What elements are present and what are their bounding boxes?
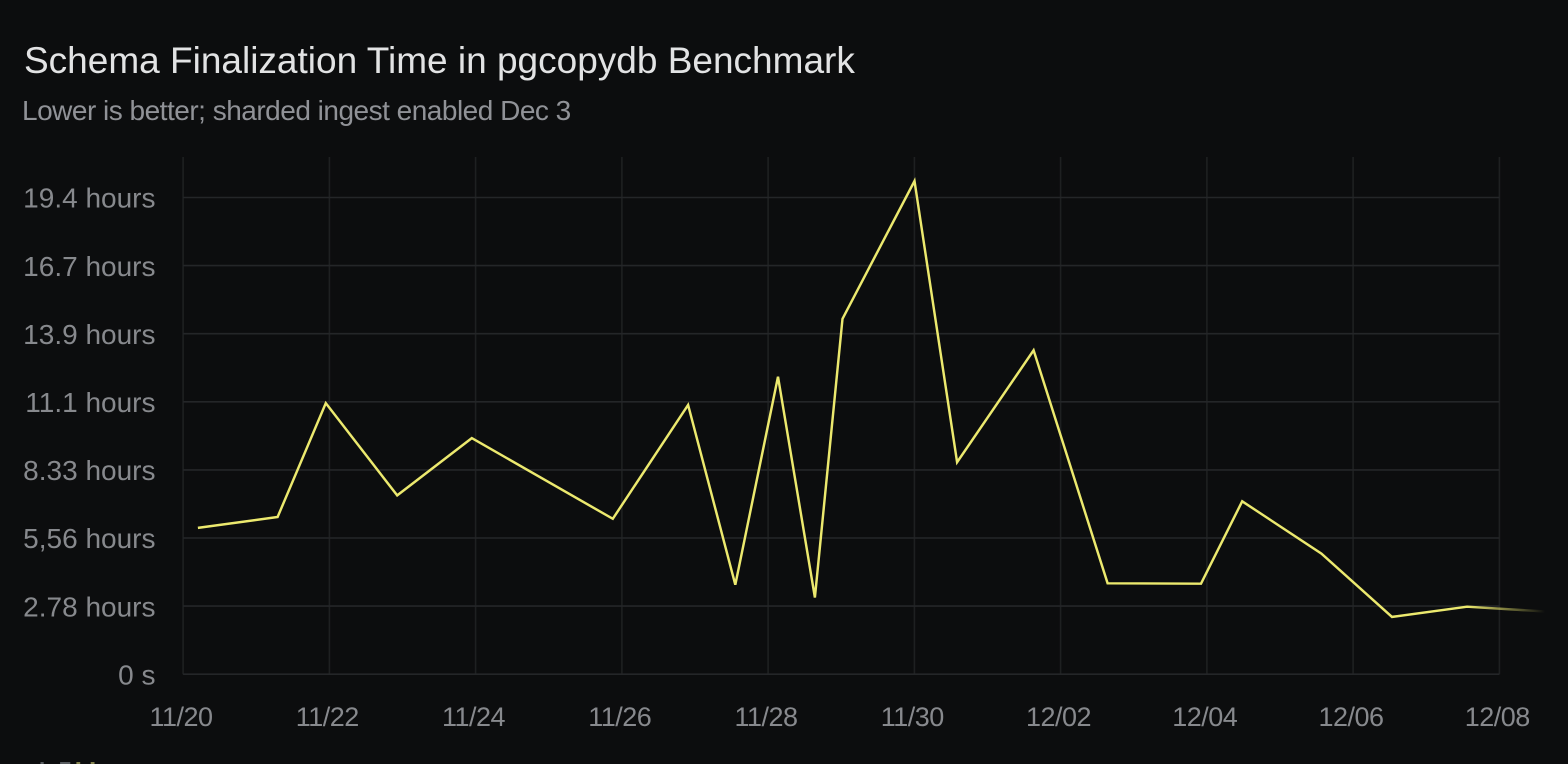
svg-text:11/28: 11/28 (734, 702, 797, 732)
svg-text:12/08: 12/08 (1465, 702, 1530, 732)
svg-text:2.78 hours: 2.78 hours (23, 591, 155, 622)
svg-text:13.9 hours: 13.9 hours (23, 319, 155, 350)
svg-text:12/06: 12/06 (1318, 702, 1383, 732)
svg-text:11/20: 11/20 (149, 702, 212, 732)
svg-text:11/22: 11/22 (296, 702, 359, 732)
svg-text:12/02: 12/02 (1026, 702, 1091, 732)
svg-text:11/26: 11/26 (588, 702, 651, 732)
svg-text:Lower is better; sharded inges: Lower is better; sharded ingest enabled … (22, 95, 571, 126)
svg-text:11.1 hours: 11.1 hours (25, 387, 155, 418)
svg-text:11/24: 11/24 (442, 702, 506, 732)
svg-text:16.7 hours: 16.7 hours (23, 251, 155, 282)
svg-text:19.4 hours: 19.4 hours (23, 183, 155, 214)
svg-text:5,56 hours: 5,56 hours (23, 523, 155, 554)
svg-text:12/04: 12/04 (1172, 702, 1238, 732)
svg-text:0 s: 0 s (118, 659, 155, 690)
svg-text:11/30: 11/30 (881, 702, 944, 732)
svg-text:8.33 hours: 8.33 hours (23, 455, 155, 486)
svg-text:Schema Finalization Time in pg: Schema Finalization Time in pgcopydb Ben… (24, 40, 855, 81)
